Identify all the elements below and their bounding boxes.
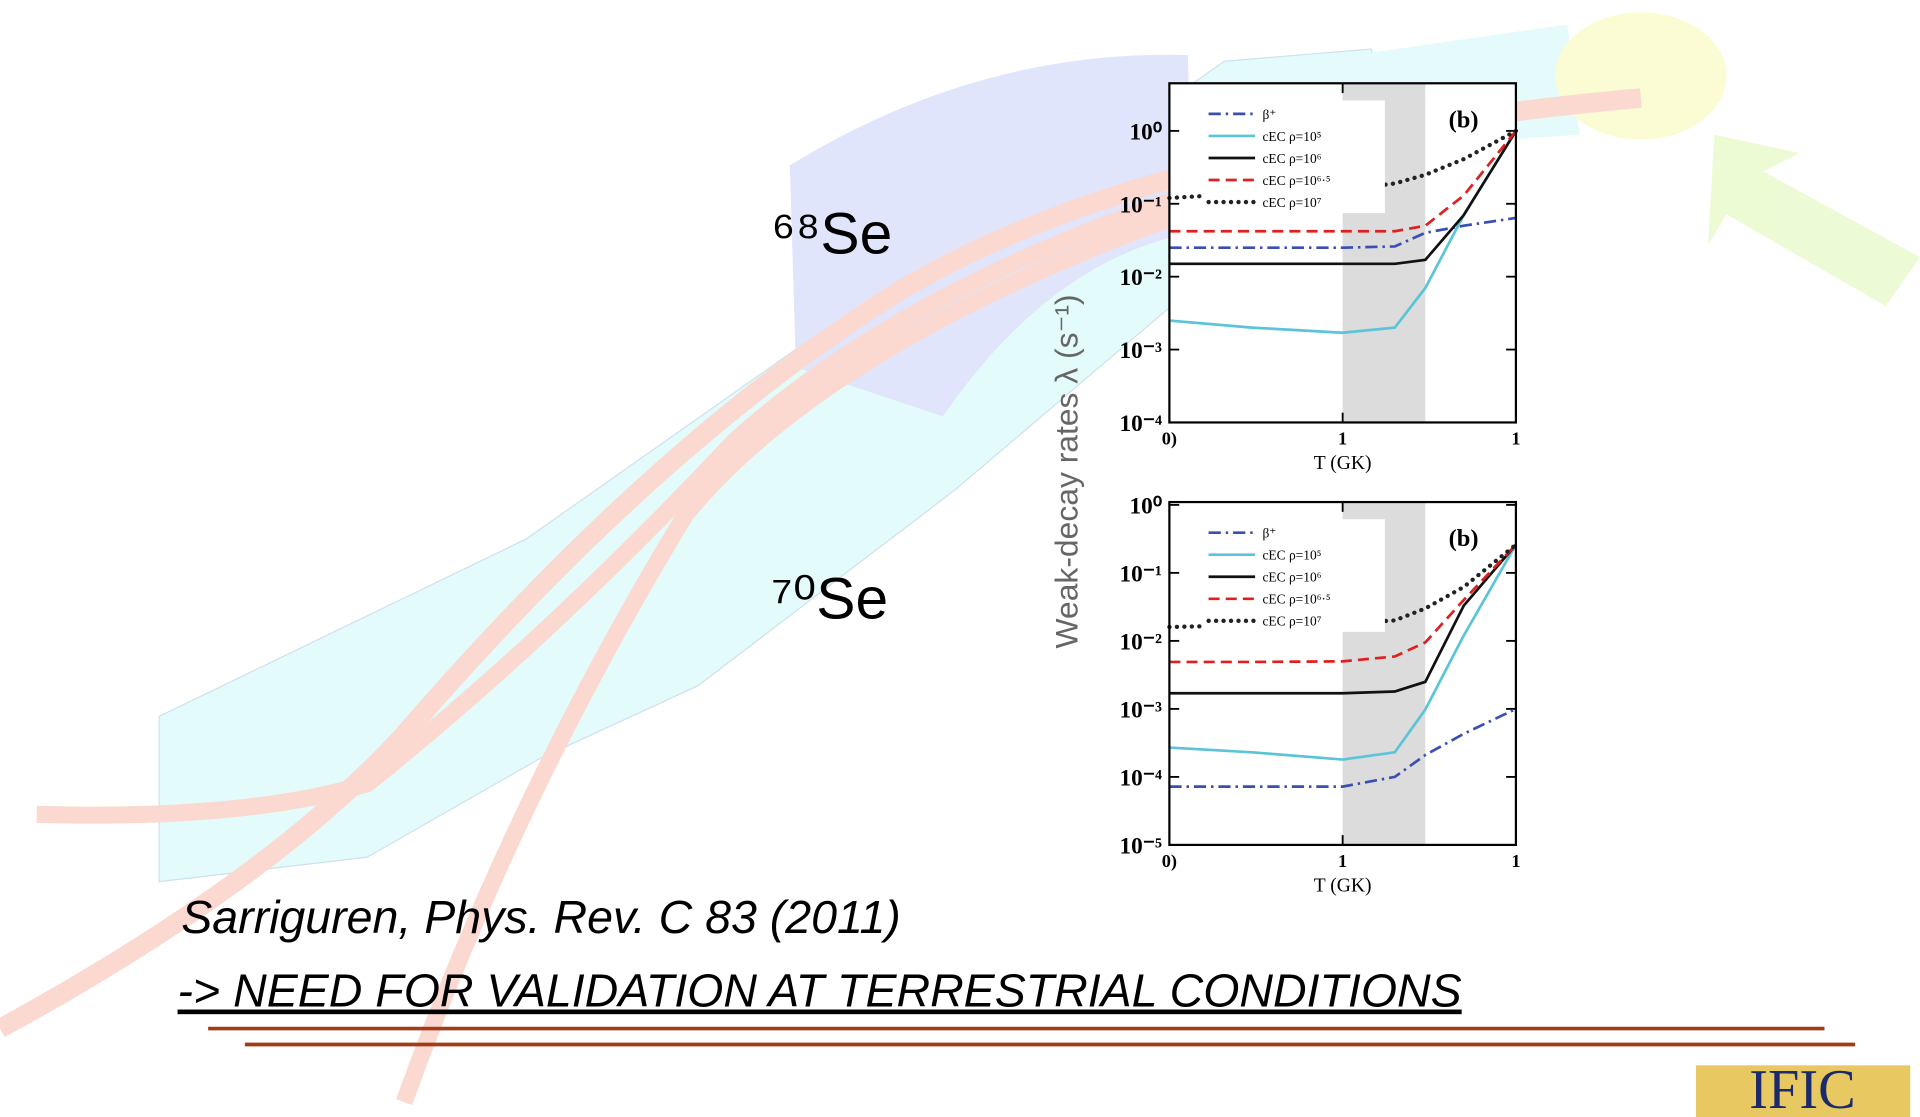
series-line (1169, 130, 1518, 266)
plot-frame (1168, 500, 1518, 847)
legend-label: cEC ρ=10⁷ (1262, 614, 1321, 629)
logo: IFIC (1749, 1059, 1855, 1117)
x-axis-label: T (GK) (1314, 453, 1372, 474)
y-tick-label: 10⁻⁵ (1120, 833, 1163, 859)
target (1555, 12, 1727, 140)
series-line (1169, 543, 1517, 695)
panel-label: (b) (1449, 525, 1479, 552)
legend-label: cEC ρ=10⁵ (1262, 548, 1321, 563)
series-line (1169, 707, 1517, 788)
x-tick-label: 0) (1162, 429, 1177, 450)
legend-label: β⁺ (1262, 526, 1276, 541)
note: -> NEED FOR VALIDATION AT TERRESTRIAL CO… (178, 965, 1462, 1017)
x-tick-label: 0) (1162, 851, 1177, 872)
legend-label: cEC ρ=10⁵ (1262, 129, 1321, 144)
arrow (1708, 134, 1920, 307)
y-tick-label: 10⁻⁴ (1120, 765, 1163, 791)
logo-box (1695, 1065, 1911, 1117)
series-line (1169, 130, 1517, 233)
series-line (1169, 543, 1517, 664)
y-tick-label: 10⁰ (1129, 493, 1162, 519)
y-tick-label: 10⁻² (1120, 265, 1163, 291)
x-tick-label: 1 (1511, 429, 1520, 449)
y-tick-label: 10⁻³ (1120, 338, 1163, 364)
legend-label: cEC ρ=10⁶·⁵ (1262, 592, 1330, 607)
x-tick-label: 1 (1338, 851, 1347, 871)
plot-frame (1168, 82, 1518, 424)
series-line (1169, 216, 1517, 250)
series-line (1169, 543, 1518, 761)
x-tick-label: 1 (1511, 851, 1520, 871)
y-tick-label: 10⁻⁴ (1120, 411, 1163, 437)
y-tick-label: 10⁻¹ (1120, 192, 1163, 218)
isotope-label: ⁷⁰Se (771, 566, 888, 631)
y-tick-label: 10⁰ (1129, 119, 1162, 145)
x-axis-label: T (GK) (1314, 875, 1372, 896)
legend-label: cEC ρ=10⁶ (1262, 151, 1321, 166)
stream (36, 114, 1472, 824)
legend-label: cEC ρ=10⁷ (1262, 195, 1321, 210)
legend-label: cEC ρ=10⁶·⁵ (1262, 173, 1330, 188)
y-axis-label: Weak-decay rates λ (s⁻¹) (1049, 294, 1085, 648)
legend-label: cEC ρ=10⁶ (1262, 570, 1321, 585)
y-tick-label: 10⁻¹ (1120, 561, 1163, 587)
y-tick-label: 10⁻² (1120, 629, 1163, 655)
stream (396, 150, 1350, 1105)
citation: Sarriguren, Phys. Rev. C 83 (2011) (181, 891, 901, 943)
legend-label: β⁺ (1262, 107, 1276, 122)
y-tick-label: 10⁻³ (1120, 697, 1163, 723)
panel-label: (b) (1449, 106, 1479, 133)
x-tick-label: 1 (1338, 429, 1347, 449)
isotope-label: ⁶⁸Se (771, 201, 892, 266)
